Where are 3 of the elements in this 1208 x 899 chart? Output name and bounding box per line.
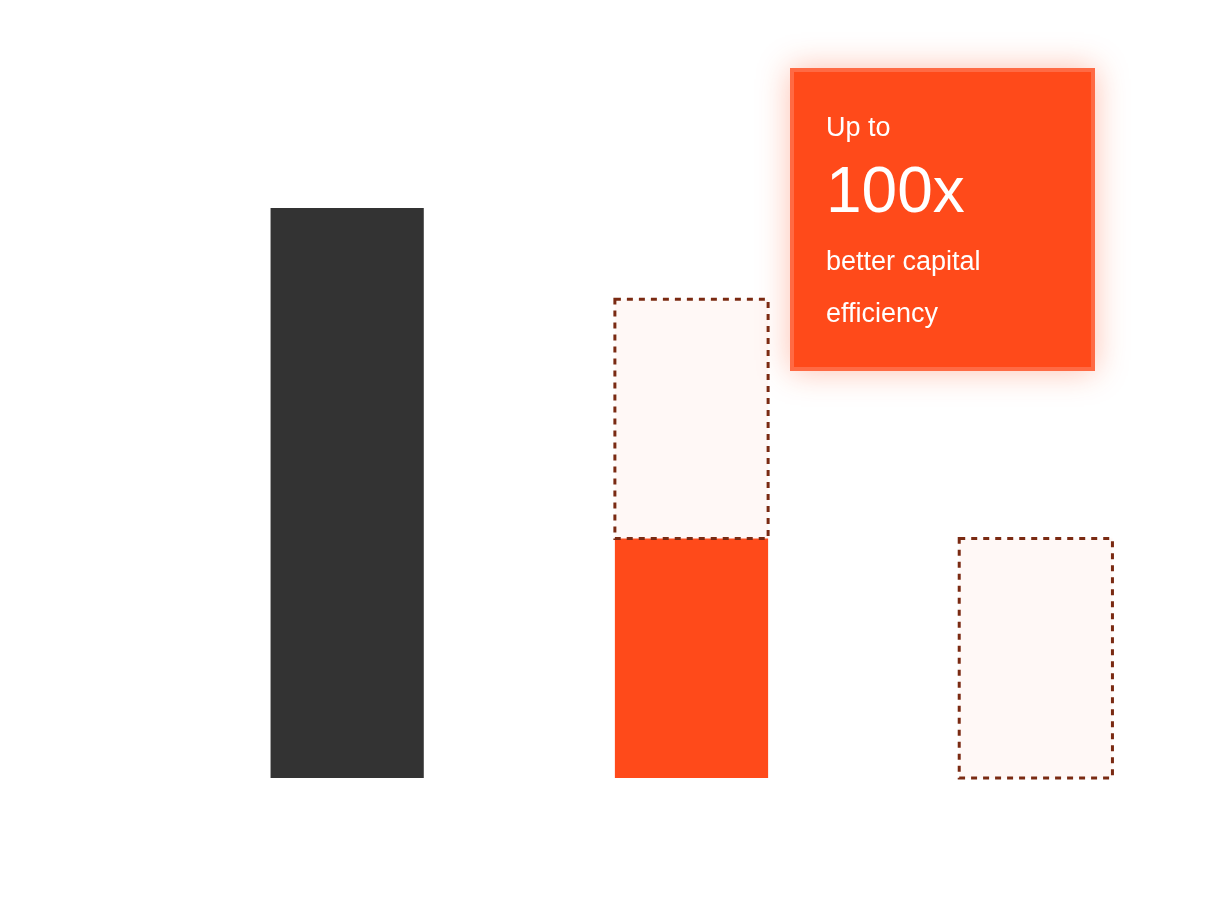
text: Up to	[826, 112, 892, 143]
annotation: better capital efficiency	[826, 245, 982, 330]
annotation: 100x	[826, 153, 966, 227]
